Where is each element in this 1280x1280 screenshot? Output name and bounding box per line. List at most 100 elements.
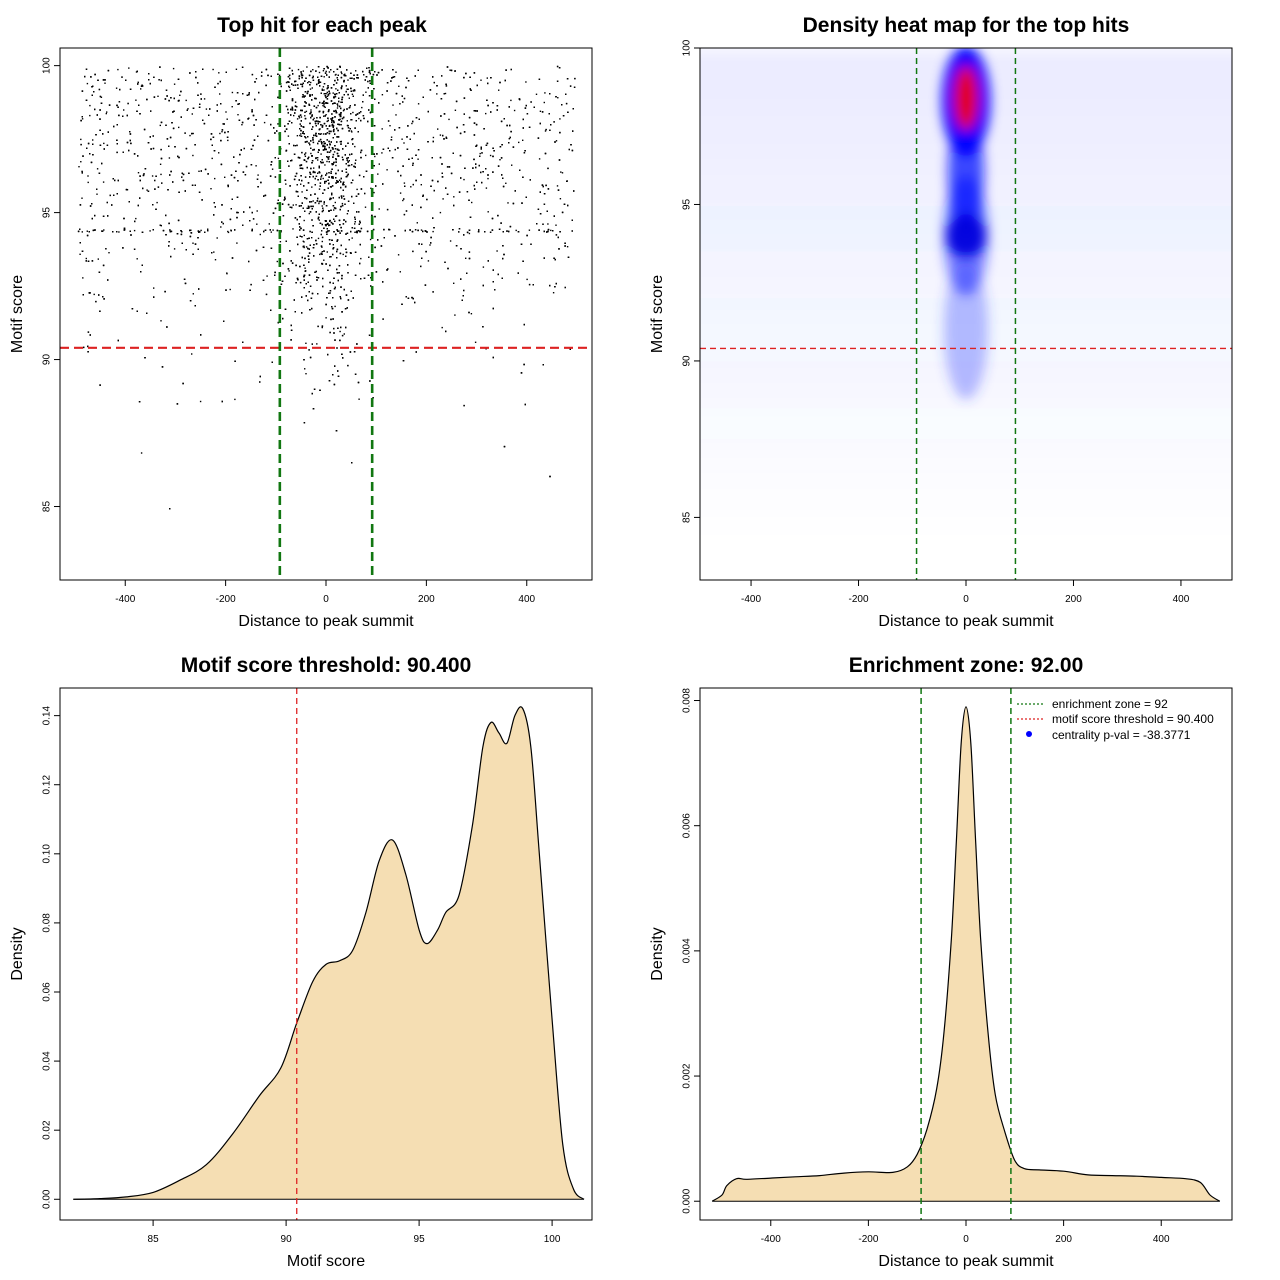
scatter-point — [342, 182, 344, 185]
scatter-point — [328, 176, 330, 178]
scatter-point — [351, 237, 353, 239]
scatter-point — [304, 257, 306, 260]
scatter-point — [304, 115, 306, 117]
scatter-point — [307, 205, 310, 207]
scatter-point — [510, 99, 512, 102]
scatter-point — [336, 181, 339, 183]
scatter-point — [341, 72, 343, 75]
scatter-point — [269, 175, 272, 177]
scatter-point — [303, 219, 305, 222]
scatter-point — [290, 260, 292, 262]
scatter-point — [307, 157, 309, 160]
scatter-point — [270, 247, 273, 249]
scatter-point — [309, 143, 311, 146]
scatter-point — [402, 101, 404, 103]
scatter-point — [465, 72, 467, 75]
scatter-point — [566, 180, 568, 182]
scatter-point — [227, 131, 229, 133]
scatter-point — [189, 235, 192, 238]
scatter-point — [318, 165, 320, 167]
scatter-point — [168, 245, 170, 247]
scatter-point — [104, 82, 106, 84]
scatter-point — [197, 94, 199, 96]
scatter-point — [148, 79, 150, 81]
scatter-point — [314, 184, 316, 186]
scatter-point — [284, 196, 286, 198]
scatter-point — [221, 221, 223, 223]
scatter-point — [436, 85, 438, 87]
scatter-point — [543, 101, 545, 104]
scatter-point — [267, 139, 270, 142]
scatter-point — [116, 104, 118, 107]
scatter-point — [302, 132, 304, 134]
scatter-point — [499, 159, 501, 161]
scatter-point — [351, 93, 354, 95]
scatter-point — [171, 122, 173, 124]
scatter-point — [330, 141, 332, 143]
scatter-point — [298, 223, 300, 225]
scatter-point — [189, 72, 191, 74]
scatter-point — [323, 105, 325, 108]
scatter-point — [251, 109, 253, 111]
scatter-point — [277, 157, 280, 160]
scatter-point — [166, 326, 168, 328]
scatter-point — [307, 299, 309, 302]
scatter-point — [315, 125, 317, 127]
scatter-point — [463, 131, 466, 133]
scatter-point — [178, 191, 180, 193]
scatter-point — [345, 326, 347, 329]
scatter-point — [436, 93, 438, 95]
scatter-point — [317, 218, 319, 220]
scatter-point — [330, 221, 333, 224]
scatter-point — [319, 253, 321, 256]
scatter-point — [309, 309, 311, 311]
scatter-point — [389, 125, 391, 127]
scatter-point — [496, 105, 499, 107]
scatter-point — [293, 153, 296, 155]
scatter-point — [334, 365, 336, 367]
scatter-point — [455, 100, 458, 103]
scatter-point — [310, 70, 312, 73]
scatter-point — [366, 67, 368, 69]
scatter-point — [79, 242, 81, 244]
scatter-point — [143, 128, 146, 131]
scatter-point — [336, 347, 338, 349]
scatter-point — [312, 171, 314, 174]
scatter-point — [279, 170, 282, 172]
scatter-point — [340, 120, 343, 123]
scatter-point — [463, 234, 465, 236]
scatter-point — [230, 208, 232, 210]
scatter-point — [180, 90, 182, 93]
scatter-point — [317, 142, 319, 145]
scatter-point — [301, 167, 303, 169]
scatter-point — [566, 246, 569, 248]
scatter-point — [430, 242, 432, 244]
scatter-point — [317, 325, 319, 328]
scatter-point — [299, 157, 301, 159]
scatter-point — [311, 162, 313, 164]
scatter-point — [123, 217, 125, 220]
scatter-point — [236, 242, 238, 244]
scatter-point — [291, 106, 293, 108]
scatter-point — [220, 226, 222, 228]
scatter-point — [347, 173, 349, 175]
scatter-point — [331, 123, 334, 126]
scatter-point — [80, 143, 82, 146]
scatter-point — [197, 82, 199, 84]
scatter-point — [299, 167, 302, 169]
scatter-point — [87, 345, 89, 348]
scatter-point — [522, 127, 524, 129]
scatter-point — [314, 134, 317, 137]
scatter-point — [304, 270, 306, 272]
scatter-point — [179, 94, 181, 96]
scatter-point — [308, 252, 311, 254]
scatter-point — [317, 197, 319, 200]
scatter-point — [295, 264, 297, 267]
scatter-point — [417, 158, 419, 160]
scatter-point — [284, 179, 287, 181]
scatter-point — [107, 279, 109, 281]
scatter-point — [310, 201, 313, 203]
scatter-point — [331, 177, 333, 179]
scatter-point — [339, 232, 341, 234]
scatter-point — [133, 153, 136, 155]
